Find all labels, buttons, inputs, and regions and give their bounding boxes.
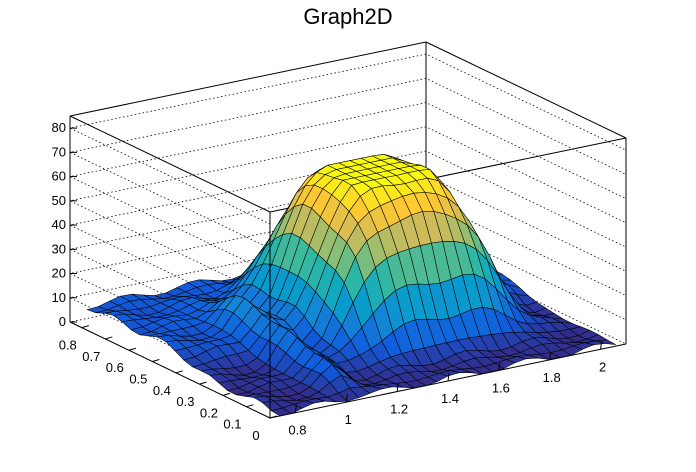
y-axis-line bbox=[69, 321, 271, 419]
y-tick bbox=[175, 370, 184, 374]
z-grid-line bbox=[68, 126, 627, 298]
y-tick bbox=[128, 347, 136, 351]
y-tick bbox=[269, 415, 278, 419]
y-tick bbox=[246, 404, 254, 408]
y-tick-label: 0.4 bbox=[153, 383, 171, 398]
z-tick-label: 80 bbox=[52, 120, 66, 135]
x-tick-label: 1.2 bbox=[390, 402, 408, 417]
y-tick-label: 0.7 bbox=[82, 349, 100, 364]
x-tick bbox=[498, 362, 501, 371]
y-tick-label: 0 bbox=[252, 428, 259, 443]
y-tick-label: 0.5 bbox=[129, 372, 147, 387]
y-tick bbox=[152, 359, 160, 363]
z-tick-label: 0 bbox=[59, 314, 66, 329]
z-tick-label: 70 bbox=[52, 144, 66, 159]
x-tick-label: 1.8 bbox=[543, 370, 561, 385]
y-tick bbox=[222, 392, 231, 396]
z-grid-line bbox=[68, 77, 627, 249]
x-tick bbox=[294, 404, 297, 413]
y-tick-label: 0.6 bbox=[106, 360, 124, 375]
y-tick-label: 0.2 bbox=[200, 405, 218, 420]
z-grid-line bbox=[68, 174, 627, 346]
box-top-edge bbox=[425, 41, 627, 139]
x-tick bbox=[600, 341, 603, 350]
box-top-edge bbox=[69, 115, 271, 213]
z-grid-line bbox=[68, 223, 627, 395]
z-grid-line bbox=[68, 53, 627, 225]
x-tick-label: 1.4 bbox=[441, 391, 459, 406]
x-tick-label: 0.8 bbox=[288, 423, 306, 438]
box-top-edge bbox=[69, 41, 427, 117]
z-tick-label: 30 bbox=[52, 241, 66, 256]
z-tick-label: 20 bbox=[52, 266, 66, 281]
axes-layer: 0.811.21.41.61.8200.10.20.30.40.50.60.70… bbox=[52, 116, 627, 443]
z-grid-line bbox=[68, 102, 627, 273]
z-tick-label: 50 bbox=[52, 193, 66, 208]
y-tick-label: 0.3 bbox=[176, 394, 194, 409]
y-tick bbox=[105, 336, 113, 340]
x-tick bbox=[345, 394, 348, 403]
chart-title: Graph2D bbox=[303, 4, 392, 29]
z-tick-label: 10 bbox=[52, 290, 66, 305]
z-grid-line bbox=[68, 150, 627, 322]
y-tick bbox=[81, 325, 89, 329]
x-tick-label: 1 bbox=[345, 412, 352, 427]
z-tick-label: 60 bbox=[52, 169, 66, 184]
y-tick bbox=[199, 381, 207, 385]
z-grid-line bbox=[68, 199, 627, 370]
x-tick bbox=[549, 351, 552, 360]
x-tick-label: 1.6 bbox=[492, 380, 510, 395]
surface-plot bbox=[86, 153, 616, 417]
x-tick-label: 2 bbox=[599, 359, 606, 374]
x-tick bbox=[447, 372, 450, 382]
y-tick-label: 0.1 bbox=[223, 417, 241, 432]
y-tick-label: 0.8 bbox=[59, 338, 77, 353]
z-tick-label: 40 bbox=[52, 217, 66, 232]
x-tick bbox=[396, 383, 399, 392]
